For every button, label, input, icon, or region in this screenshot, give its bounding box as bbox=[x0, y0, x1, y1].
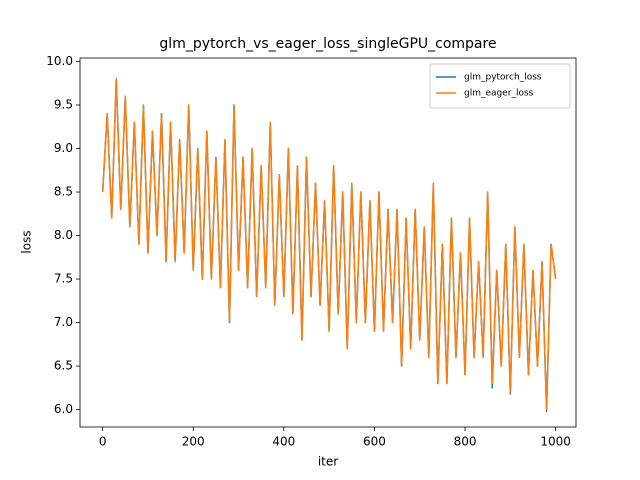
legend-box bbox=[429, 63, 571, 109]
chart-title: glm_pytorch_vs_eager_loss_singleGPU_comp… bbox=[159, 36, 496, 52]
x-tick-label: 800 bbox=[454, 435, 477, 449]
y-tick-label: 6.5 bbox=[54, 359, 73, 373]
y-tick-label: 9.0 bbox=[54, 141, 73, 155]
y-tick-label: 7.0 bbox=[54, 315, 73, 329]
y-tick-label: 8.0 bbox=[54, 228, 73, 242]
x-tick-label: 0 bbox=[99, 435, 107, 449]
y-tick-label: 9.5 bbox=[54, 97, 73, 111]
x-tick-label: 400 bbox=[272, 435, 295, 449]
x-tick-label: 1000 bbox=[540, 435, 571, 449]
y-axis-label: loss bbox=[20, 230, 34, 253]
y-tick-label: 6.0 bbox=[54, 402, 73, 416]
legend-label: glm_eager_loss bbox=[464, 89, 534, 99]
y-tick-label: 7.5 bbox=[54, 272, 73, 286]
x-tick-label: 600 bbox=[363, 435, 386, 449]
y-tick-label: 8.5 bbox=[54, 185, 73, 199]
y-tick-label: 10.0 bbox=[46, 54, 73, 68]
plot-frame bbox=[79, 57, 577, 428]
x-tick-label: 200 bbox=[182, 435, 205, 449]
series-line bbox=[101, 78, 557, 411]
legend-label: glm_pytorch_loss bbox=[464, 73, 542, 83]
x-axis-label: iter bbox=[318, 455, 338, 469]
